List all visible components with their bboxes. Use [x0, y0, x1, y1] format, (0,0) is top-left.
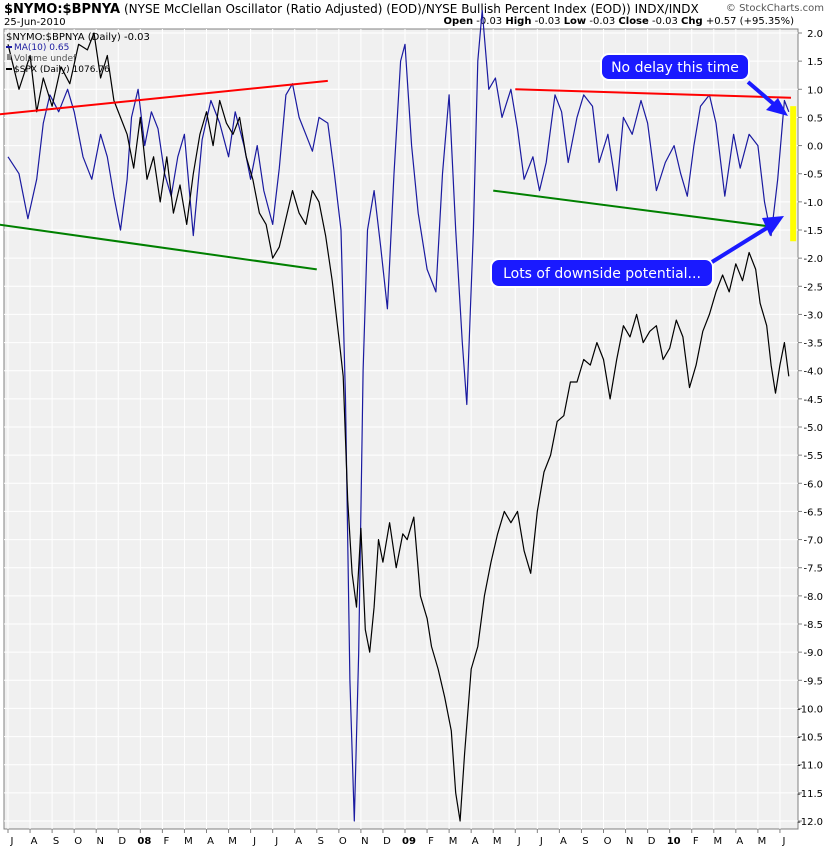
red-trendline	[515, 88, 792, 99]
red-trendline	[0, 79, 328, 116]
trendlines	[0, 79, 792, 271]
y-tick-label: -7.5	[803, 564, 823, 575]
x-tick-label: S	[318, 836, 324, 847]
x-tick-label: J	[517, 836, 521, 847]
x-tick-label: D	[118, 836, 126, 847]
y-tick-label: -5.5	[803, 451, 823, 462]
y-tick-label: -3.0	[803, 310, 823, 321]
y-tick-label: -9.5	[803, 676, 823, 687]
callout-bottom: Lots of downside potential...	[490, 258, 714, 288]
x-tick-label: D	[383, 836, 391, 847]
y-tick-label: -1.5	[803, 226, 823, 237]
symbol-description: (NYSE McClellan Oscillator (Ratio Adjust…	[123, 2, 631, 16]
x-tick-label: J	[781, 836, 785, 847]
y-tick-label: 1.5	[807, 57, 823, 68]
x-tick-label: M	[184, 836, 193, 847]
x-tick-label: O	[339, 836, 347, 847]
y-tick-label: -5.0	[803, 423, 823, 434]
series-group	[7, 9, 790, 822]
x-tick-label: O	[74, 836, 82, 847]
y-tick-label: -8.0	[803, 592, 823, 603]
y-tick-label: -12.0	[797, 817, 823, 828]
x-tick-label: A	[736, 836, 743, 847]
x-axis: J A S O N D 08 F M A M J J A S O N D 09 F M A M J J A S O N D 10 F M A M J	[7, 829, 785, 847]
y-tick-label: -8.5	[803, 620, 823, 631]
x-tick-label: N	[626, 836, 633, 847]
callout-top-text: No delay this time	[611, 60, 739, 76]
brand-watermark[interactable]: © StockCharts.com	[725, 3, 824, 14]
y-tick-label: -6.5	[803, 507, 823, 518]
y-tick-label: -2.5	[803, 282, 823, 293]
x-tick-label: 09	[402, 836, 416, 847]
legend-line4: $SPX (Daily) 1076.76	[14, 65, 110, 75]
legend-line1: $NYMO:$BPNYA (Daily) -0.03	[6, 32, 150, 43]
x-tick-label: A	[472, 836, 479, 847]
highlight-bar	[790, 106, 797, 242]
y-axis: 2.0 1.5 1.0 0.5 0.0 -0.5 -1.0 -1.5 -2.0 -2.5 -3.0 -…	[797, 29, 823, 828]
y-tick-label: -3.5	[803, 339, 823, 350]
x-tick-label: M	[228, 836, 237, 847]
legend: $NYMO:$BPNYA (Daily) -0.03 MA(10) 0.65 V…	[6, 32, 150, 75]
x-tick-label: S	[53, 836, 59, 847]
highlight-rect	[790, 106, 797, 242]
chart-title: $NYMO:$BPNYA (NYSE McClellan Oscillator …	[4, 2, 699, 17]
y-tick-label: -0.5	[803, 170, 823, 181]
x-tick-label: J	[539, 836, 543, 847]
x-tick-label: A	[560, 836, 567, 847]
plot-area	[3, 28, 799, 830]
x-tick-label: A	[207, 836, 214, 847]
green-trendline	[0, 223, 317, 271]
callout-bottom-text: Lots of downside potential...	[503, 266, 701, 282]
x-tick-label: S	[582, 836, 588, 847]
y-tick-label: -6.0	[803, 479, 823, 490]
y-tick-label: -9.0	[803, 648, 823, 659]
legend-line3: Volume undef	[14, 54, 77, 64]
exchange-label: INDX/INDX	[634, 2, 699, 16]
x-tick-label: D	[648, 836, 656, 847]
y-tick-label: -4.5	[803, 395, 823, 406]
legend-line2: MA(10) 0.65	[14, 43, 69, 53]
y-tick-label: -10.0	[797, 704, 823, 715]
spx-line	[7, 32, 790, 822]
x-tick-label: 08	[137, 836, 151, 847]
callout-top: No delay this time	[600, 53, 750, 81]
x-tick-label: M	[713, 836, 722, 847]
x-tick-label: M	[493, 836, 502, 847]
y-tick-label: -11.0	[797, 761, 823, 772]
symbol-label: $NYMO:$BPNYA	[4, 2, 121, 17]
y-tick-label: -4.0	[803, 367, 823, 378]
x-tick-label: J	[252, 836, 256, 847]
arrow-top	[746, 80, 788, 116]
x-tick-label: N	[361, 836, 368, 847]
x-tick-label: A	[31, 836, 38, 847]
y-tick-label: -7.0	[803, 536, 823, 547]
x-tick-label: J	[10, 836, 14, 847]
y-tick-label: 1.0	[807, 85, 823, 96]
y-tick-label: 2.0	[807, 29, 823, 40]
x-tick-label: F	[693, 836, 699, 847]
x-tick-label: J	[274, 836, 278, 847]
x-tick-label: 10	[667, 836, 681, 847]
legend-volume-swatch	[7, 54, 11, 60]
x-tick-label: M	[758, 836, 767, 847]
ohlc-readout: Open -0.03 High -0.03 Low -0.03 Close -0…	[443, 16, 794, 27]
green-trendline	[493, 189, 776, 229]
x-tick-label: O	[604, 836, 612, 847]
y-tick-label: -2.0	[803, 254, 823, 265]
y-tick-label: -11.5	[797, 789, 823, 800]
y-tick-label: -1.0	[803, 198, 823, 209]
x-tick-label: M	[449, 836, 458, 847]
date-label: 25-Jun-2010	[4, 17, 66, 28]
oscillator-ma-line	[7, 9, 790, 822]
y-tick-label: 0.5	[807, 113, 823, 124]
x-tick-label: N	[96, 836, 103, 847]
arrow-bottom	[710, 216, 784, 264]
grid-lines	[4, 29, 798, 829]
y-tick-label: 0.0	[807, 142, 823, 153]
y-tick-label: -10.5	[797, 733, 823, 744]
x-tick-label: F	[164, 836, 170, 847]
x-tick-label: F	[428, 836, 434, 847]
x-tick-label: A	[295, 836, 302, 847]
